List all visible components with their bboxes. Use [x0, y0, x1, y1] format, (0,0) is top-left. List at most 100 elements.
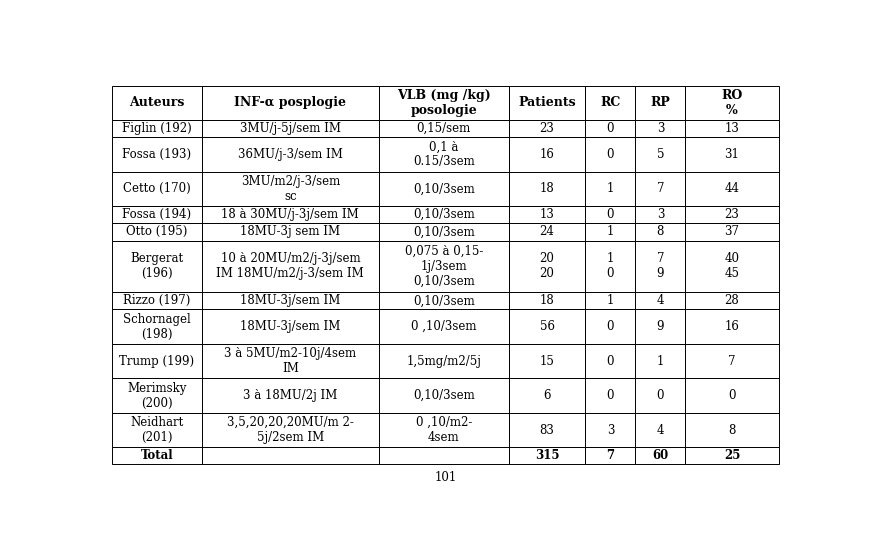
Bar — [379, 241, 508, 292]
Bar — [508, 310, 586, 344]
Bar — [508, 223, 586, 241]
Bar — [586, 241, 635, 292]
Bar — [586, 86, 635, 120]
Text: RC: RC — [600, 96, 620, 109]
Text: 101: 101 — [434, 471, 456, 484]
Text: 3: 3 — [607, 424, 614, 436]
Bar — [379, 86, 508, 120]
Bar — [202, 310, 379, 344]
Text: VLB (mg /kg)
posologie: VLB (mg /kg) posologie — [397, 88, 491, 117]
Text: 0: 0 — [607, 208, 614, 221]
Bar — [586, 171, 635, 206]
Bar — [635, 223, 686, 241]
Text: 18MU-3j/sem IM: 18MU-3j/sem IM — [240, 320, 341, 333]
Bar — [379, 310, 508, 344]
Text: 3: 3 — [657, 122, 664, 135]
Text: 0,10/3sem: 0,10/3sem — [413, 208, 474, 221]
Text: 18: 18 — [540, 294, 554, 307]
Text: 23: 23 — [725, 208, 740, 221]
Text: RP: RP — [651, 96, 670, 109]
Text: 1: 1 — [607, 294, 614, 307]
Text: 1: 1 — [657, 354, 664, 368]
Bar — [686, 120, 779, 137]
Bar — [112, 223, 202, 241]
Text: 28: 28 — [725, 294, 740, 307]
Bar — [112, 378, 202, 413]
Bar — [686, 310, 779, 344]
Bar — [202, 344, 379, 378]
Bar — [379, 137, 508, 171]
Bar — [508, 241, 586, 292]
Text: Patients: Patients — [518, 96, 576, 109]
Text: 3MU/j-5j/sem IM: 3MU/j-5j/sem IM — [240, 122, 341, 135]
Text: Auteurs: Auteurs — [129, 96, 185, 109]
Text: 44: 44 — [725, 182, 740, 195]
Bar — [112, 447, 202, 465]
Text: 18MU-3j sem IM: 18MU-3j sem IM — [241, 226, 341, 238]
Bar — [112, 344, 202, 378]
Text: 0,15/sem: 0,15/sem — [416, 122, 471, 135]
Text: 0: 0 — [607, 122, 614, 135]
Text: 0,10/3sem: 0,10/3sem — [413, 182, 474, 195]
Bar — [112, 171, 202, 206]
Text: 8: 8 — [728, 424, 736, 436]
Bar — [686, 171, 779, 206]
Bar — [635, 206, 686, 223]
Text: 36MU/j-3/sem IM: 36MU/j-3/sem IM — [238, 148, 342, 161]
Text: 3: 3 — [657, 208, 664, 221]
Bar — [202, 137, 379, 171]
Text: 0: 0 — [607, 320, 614, 333]
Bar — [686, 378, 779, 413]
Text: 3 à 5MU/m2-10j/4sem
IM: 3 à 5MU/m2-10j/4sem IM — [224, 347, 356, 375]
Text: 0,10/3sem: 0,10/3sem — [413, 389, 474, 402]
Text: 0: 0 — [607, 148, 614, 161]
Bar — [112, 86, 202, 120]
Bar — [686, 137, 779, 171]
Bar — [508, 344, 586, 378]
Bar — [686, 413, 779, 447]
Text: 0,075 à 0,15-
1j/3sem
0,10/3sem: 0,075 à 0,15- 1j/3sem 0,10/3sem — [404, 245, 483, 288]
Bar — [635, 241, 686, 292]
Bar — [112, 292, 202, 310]
Bar — [112, 137, 202, 171]
Bar — [112, 206, 202, 223]
Text: 37: 37 — [725, 226, 740, 238]
Text: 7
9: 7 9 — [657, 252, 664, 280]
Bar — [379, 344, 508, 378]
Text: 83: 83 — [540, 424, 554, 436]
Bar — [586, 223, 635, 241]
Text: 0,1 à
0.15/3sem: 0,1 à 0.15/3sem — [413, 140, 474, 169]
Text: 0: 0 — [607, 389, 614, 402]
Text: 1,5mg/m2/5j: 1,5mg/m2/5j — [407, 354, 481, 368]
Text: 18 à 30MU/j-3j/sem IM: 18 à 30MU/j-3j/sem IM — [222, 208, 359, 221]
Text: 4: 4 — [657, 294, 664, 307]
Text: Neidhart
(201): Neidhart (201) — [130, 416, 183, 444]
Bar — [586, 344, 635, 378]
Text: Total: Total — [141, 450, 173, 462]
Text: 4: 4 — [657, 424, 664, 436]
Text: Fossa (193): Fossa (193) — [123, 148, 191, 161]
Bar — [508, 447, 586, 465]
Bar — [202, 86, 379, 120]
Text: 16: 16 — [540, 148, 554, 161]
Bar — [202, 206, 379, 223]
Bar — [202, 447, 379, 465]
Bar — [508, 206, 586, 223]
Text: 7: 7 — [607, 450, 614, 462]
Bar — [508, 413, 586, 447]
Text: Cetto (170): Cetto (170) — [123, 182, 191, 195]
Text: 3MU/m2/j-3/sem
sc: 3MU/m2/j-3/sem sc — [241, 175, 340, 203]
Bar — [508, 378, 586, 413]
Text: Rizzo (197): Rizzo (197) — [123, 294, 190, 307]
Text: 16: 16 — [725, 320, 740, 333]
Text: Merimsky
(200): Merimsky (200) — [128, 382, 187, 410]
Bar — [379, 206, 508, 223]
Bar — [586, 310, 635, 344]
Bar — [112, 120, 202, 137]
Bar — [379, 378, 508, 413]
Text: 15: 15 — [540, 354, 554, 368]
Text: 8: 8 — [657, 226, 664, 238]
Bar — [202, 292, 379, 310]
Bar — [586, 206, 635, 223]
Text: INF-α posplogie: INF-α posplogie — [235, 96, 347, 109]
